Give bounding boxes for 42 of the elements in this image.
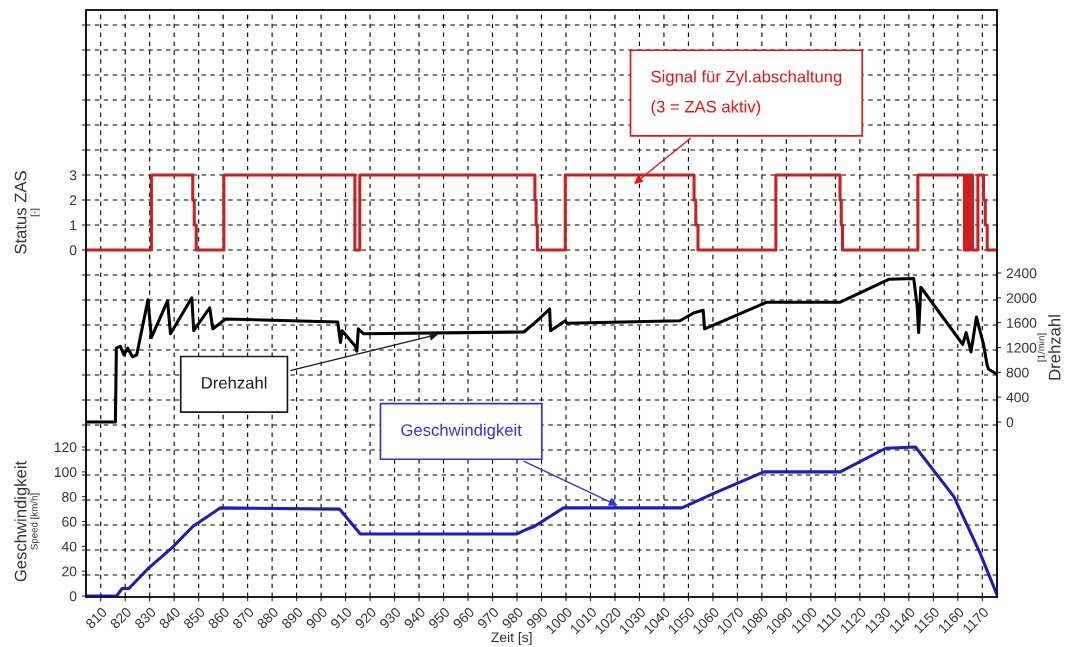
y3-axis-title: Geschwindigkeit Speed [km/h] xyxy=(14,460,40,582)
x-tick-label: 930 xyxy=(378,606,402,630)
x-tick-label: 820 xyxy=(109,606,133,630)
x-tick-label: 850 xyxy=(182,606,206,630)
y2-axis-title: Drehzahl [1/min] xyxy=(1037,315,1061,380)
x-tick-label: 890 xyxy=(280,606,304,630)
y3-tick-label: 100 xyxy=(54,467,77,478)
x-axis-title: Zeit [s] xyxy=(491,632,532,645)
x-tick-label: 830 xyxy=(133,606,157,630)
annotation: Drehzahl xyxy=(202,376,267,389)
annotation: Geschwindigkeit xyxy=(401,423,522,440)
x-tick-label: 910 xyxy=(329,606,353,630)
y-tick-label: 1 xyxy=(70,220,77,231)
x-tick-label: 880 xyxy=(256,606,279,630)
x-tick-label: 840 xyxy=(158,606,181,630)
y-tick-label: 0 xyxy=(69,245,77,256)
x-tick-label: 950 xyxy=(427,606,451,630)
y2-tick-label: 400 xyxy=(1006,392,1029,403)
x-tick-label: 870 xyxy=(231,606,255,630)
y-tick-label: 2 xyxy=(69,195,77,206)
x-tick-label: 980 xyxy=(501,606,524,630)
y2-tick-label: 0 xyxy=(1006,417,1014,428)
y-tick-label: 3 xyxy=(69,170,77,181)
y2-tick-label: 2000 xyxy=(1006,293,1037,303)
x-tick-label: 920 xyxy=(354,606,377,630)
x-tick-label: 940 xyxy=(403,606,426,630)
annotation: Signal für Zyl.abschaltung (3 = ZAS aktiv) xyxy=(651,70,842,116)
y2-tick-label: 800 xyxy=(1006,367,1029,378)
y3-tick-label: 60 xyxy=(62,516,77,527)
y-axis-title: Status ZAS [-] xyxy=(14,171,40,254)
x-tick-label: 900 xyxy=(305,606,328,630)
y2-tick-label: 1600 xyxy=(1007,317,1037,328)
y3-tick-label: 20 xyxy=(62,566,77,577)
x-tick-label: 810 xyxy=(85,606,108,630)
y3-tick-label: 80 xyxy=(62,492,77,502)
x-tick-label: 960 xyxy=(452,606,475,630)
y3-tick-label: 120 xyxy=(54,442,77,453)
y2-tick-label: 1200 xyxy=(1007,342,1037,353)
y3-tick-label: 40 xyxy=(61,541,77,552)
x-tick-label: 860 xyxy=(207,606,230,630)
x-tick-label: 970 xyxy=(476,606,500,630)
y2-tick-label: 2400 xyxy=(1006,268,1037,279)
